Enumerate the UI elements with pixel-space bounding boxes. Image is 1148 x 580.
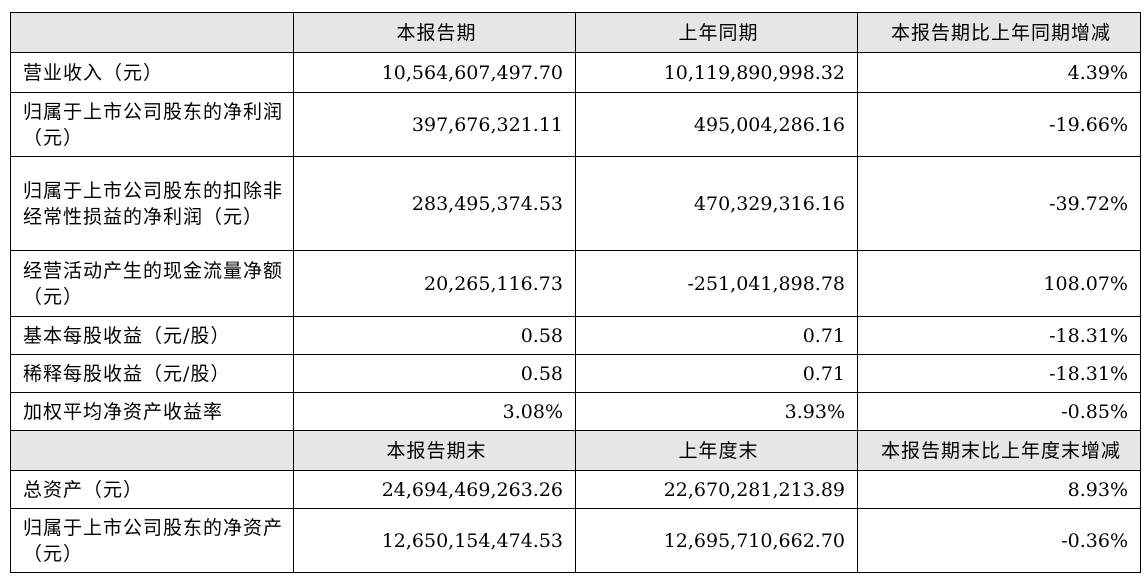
value-cell: 108.07% <box>857 250 1141 317</box>
data-row: 经营活动产生的现金流量净额（元） 20,265,116.73 -251,041,89… <box>10 250 1141 317</box>
financial-table: 本报告期 上年同期 本报告期比上年同期增减 营业收入（元） 10,564,607,497… <box>10 12 1141 573</box>
data-row: 归属于上市公司股东的净利润（元） 397,676,321.11 495,004,28… <box>10 92 1141 157</box>
value-cell: 10,564,607,497.70 <box>293 52 576 93</box>
header-row: 本报告期末 上年度末 本报告期末比上年度末增减 <box>10 430 1141 471</box>
data-row: 加权平均净资产收益率 3.08% 3.93% -0.85% <box>10 392 1141 431</box>
value-cell: 8.93% <box>857 470 1141 509</box>
value-cell: 0.71 <box>575 354 858 393</box>
value-cell: 10,119,890,998.32 <box>575 52 858 93</box>
data-row: 归属于上市公司股东的扣除非经常性损益的净利润（元） 283,495,374.53 4… <box>10 156 1141 251</box>
value-cell: -39.72% <box>857 156 1141 251</box>
header-row: 本报告期 上年同期 本报告期比上年同期增减 <box>10 12 1141 53</box>
header-cell: 上年度末 <box>575 430 858 471</box>
row-label: 营业收入（元） <box>10 52 294 93</box>
value-cell: 0.71 <box>575 316 858 355</box>
value-cell: -18.31% <box>857 316 1141 355</box>
header-cell: 本报告期末比上年度末增减 <box>857 430 1141 471</box>
value-cell: 0.58 <box>293 316 576 355</box>
header-cell: 本报告期末 <box>293 430 576 471</box>
row-label: 归属于上市公司股东的扣除非经常性损益的净利润（元） <box>10 156 294 251</box>
data-row: 总资产（元） 24,694,469,263.26 22,670,281,213.89… <box>10 470 1141 509</box>
value-cell: 4.39% <box>857 52 1141 93</box>
row-label: 加权平均净资产收益率 <box>10 392 294 431</box>
value-cell: 22,670,281,213.89 <box>575 470 858 509</box>
header-cell: 上年同期 <box>575 12 858 53</box>
value-cell: 12,695,710,662.70 <box>575 508 858 573</box>
data-row: 归属于上市公司股东的净资产（元） 12,650,154,474.53 12,695,… <box>10 508 1141 573</box>
value-cell: 24,694,469,263.26 <box>293 470 576 509</box>
value-cell: 20,265,116.73 <box>293 250 576 317</box>
header-cell: 本报告期 <box>293 12 576 53</box>
row-label: 归属于上市公司股东的净资产（元） <box>10 508 294 573</box>
data-row: 基本每股收益（元/股） 0.58 0.71 -18.31% <box>10 316 1141 355</box>
value-cell: 0.58 <box>293 354 576 393</box>
value-cell: 3.93% <box>575 392 858 431</box>
value-cell: 12,650,154,474.53 <box>293 508 576 573</box>
data-row: 稀释每股收益（元/股） 0.58 0.71 -18.31% <box>10 354 1141 393</box>
value-cell: -0.36% <box>857 508 1141 573</box>
value-cell: 495,004,286.16 <box>575 92 858 157</box>
table-container: 本报告期 上年同期 本报告期比上年同期增减 营业收入（元） 10,564,607,497… <box>10 12 1141 573</box>
row-label: 稀释每股收益（元/股） <box>10 354 294 393</box>
data-row: 营业收入（元） 10,564,607,497.70 10,119,890,998.3… <box>10 52 1141 93</box>
value-cell: -0.85% <box>857 392 1141 431</box>
value-cell: 283,495,374.53 <box>293 156 576 251</box>
header-cell: 本报告期比上年同期增减 <box>857 12 1141 53</box>
value-cell: -18.31% <box>857 354 1141 393</box>
row-label: 基本每股收益（元/股） <box>10 316 294 355</box>
header-cell-blank <box>10 12 294 53</box>
row-label: 总资产（元） <box>10 470 294 509</box>
row-label: 经营活动产生的现金流量净额（元） <box>10 250 294 317</box>
value-cell: 397,676,321.11 <box>293 92 576 157</box>
row-label: 归属于上市公司股东的净利润（元） <box>10 92 294 157</box>
value-cell: -19.66% <box>857 92 1141 157</box>
header-cell-blank <box>10 430 294 471</box>
value-cell: 3.08% <box>293 392 576 431</box>
value-cell: -251,041,898.78 <box>575 250 858 317</box>
value-cell: 470,329,316.16 <box>575 156 858 251</box>
